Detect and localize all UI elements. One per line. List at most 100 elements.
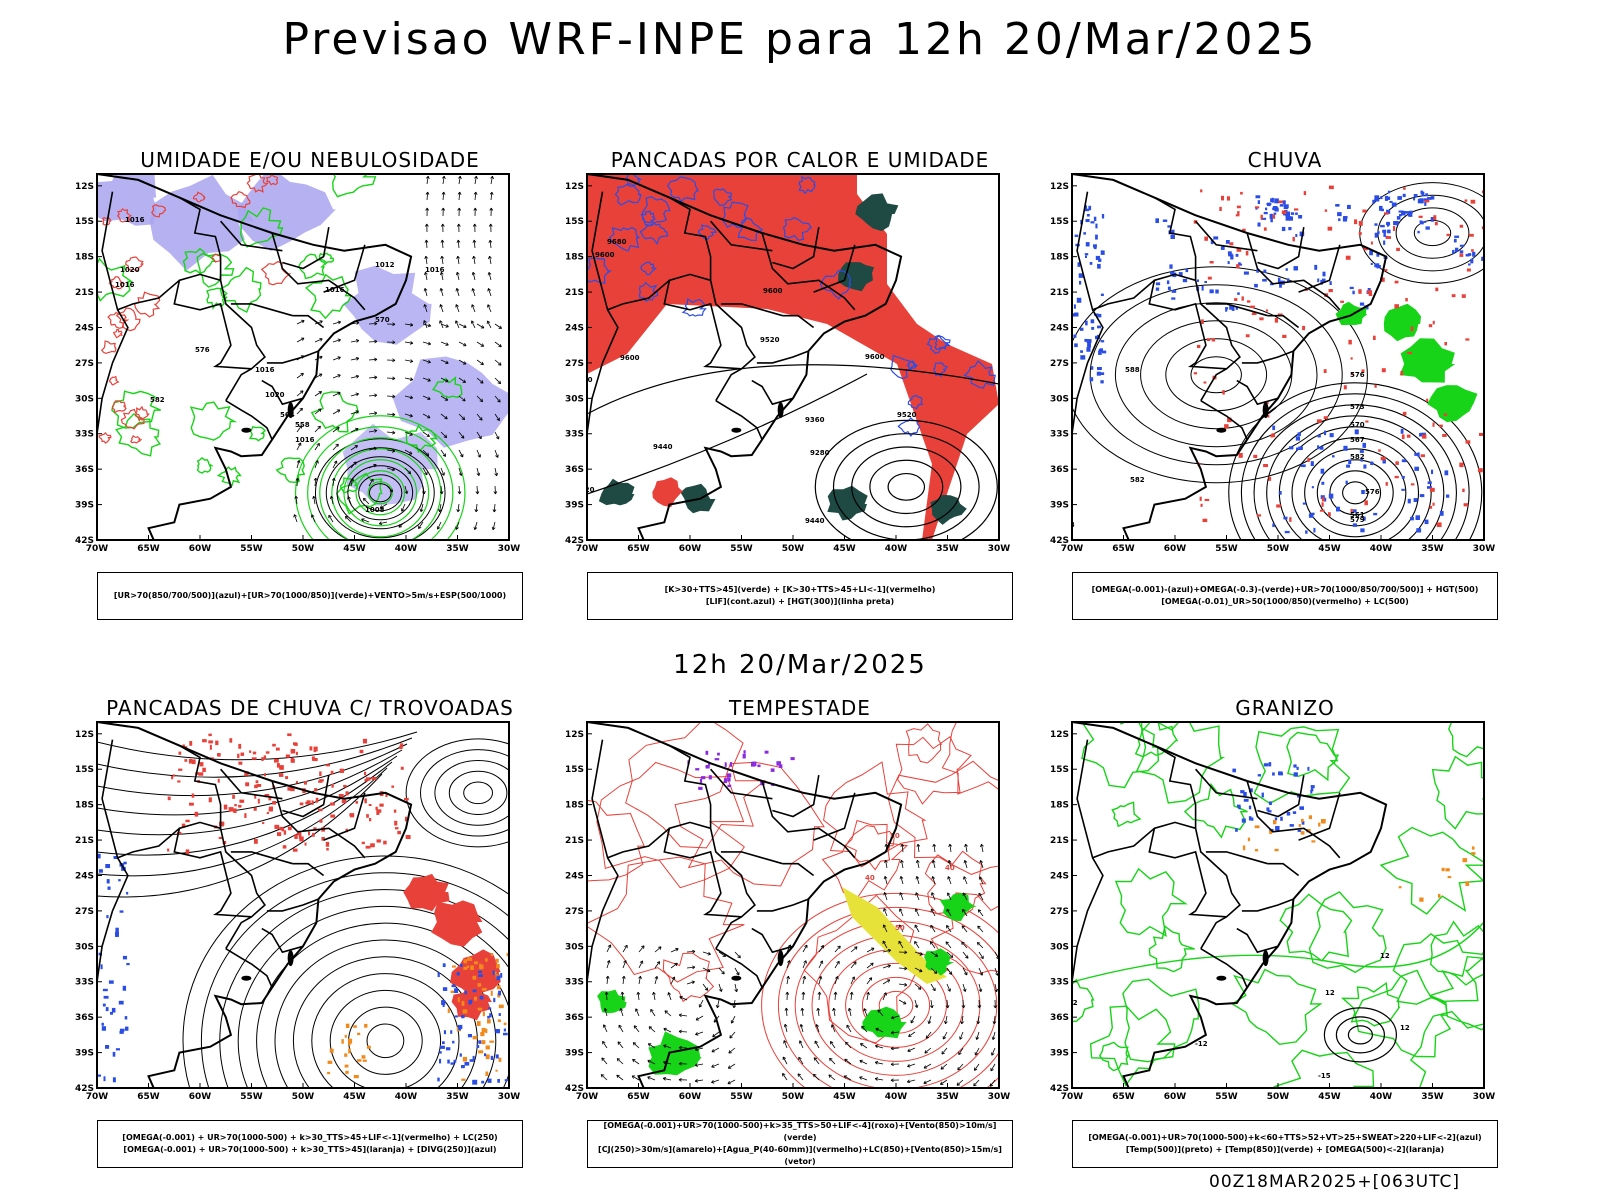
wind-vector [494, 485, 496, 495]
rain-area [1321, 502, 1324, 507]
thunderstorm-area [283, 830, 287, 835]
streamline [97, 749, 403, 816]
wind-vector [297, 442, 302, 446]
lon-label: 65W [137, 1092, 160, 1102]
lon-label: 40W [395, 544, 418, 554]
wind-vector [474, 509, 479, 513]
wind-vector [732, 1005, 737, 1009]
wind-vector [445, 360, 449, 365]
contour-label: 558 [1060, 521, 1075, 529]
divergence-area [439, 1051, 442, 1054]
rain-area [1407, 351, 1413, 355]
convection-area [348, 1048, 351, 1054]
streamline-850 [777, 906, 999, 1088]
omega-area [1328, 493, 1334, 499]
thunderstorm-area [319, 779, 324, 782]
lon-label: 55W [730, 1092, 753, 1102]
state-border [230, 851, 293, 865]
wind-vector [350, 445, 358, 451]
wind-vector [606, 960, 610, 969]
legend-line: [LIF](cont.azul) + [HGT(300)](linha pret… [705, 597, 895, 606]
wind-vector [603, 1024, 608, 1033]
contour-label: 9360 [805, 416, 825, 424]
thunderstorm-area [317, 808, 323, 812]
thunderstorm-area [287, 733, 292, 737]
wind-vector [786, 975, 790, 980]
wind-vector [386, 485, 393, 492]
wind-vector [898, 924, 903, 928]
wind-vector [295, 496, 298, 505]
humidity-contour [331, 174, 377, 198]
thunderstorm-area [376, 809, 382, 813]
divergence-area [115, 1048, 120, 1051]
omega-area [1423, 198, 1428, 202]
wind-vector [494, 359, 502, 366]
lifted-index-contour [640, 196, 671, 227]
wind-vector [711, 1079, 720, 1083]
wind-vector [601, 1057, 608, 1065]
wind-vector [350, 375, 359, 379]
wind-vector [711, 1064, 715, 1068]
wind-vector [398, 521, 406, 528]
omega-area [1369, 250, 1373, 256]
hail-area [1286, 811, 1291, 816]
state-border [761, 780, 856, 859]
streamline [237, 905, 509, 1088]
thunderstorm-area [315, 800, 319, 803]
hail-area [1299, 806, 1305, 810]
height-contour [1253, 404, 1457, 540]
wind-vector [440, 341, 449, 346]
divergence-area [487, 1015, 490, 1019]
jet-area [842, 887, 947, 984]
wind-vector [296, 320, 305, 325]
wind-vector [800, 1024, 804, 1033]
wind-vector [919, 968, 923, 973]
convection-area [462, 1056, 468, 1062]
wind-vector [814, 1040, 818, 1045]
omega-area [1320, 279, 1323, 285]
wind-vector [386, 377, 396, 379]
wind-vector [979, 972, 983, 976]
thunderstorm-area [349, 813, 355, 818]
thunderstorm-area [359, 749, 364, 754]
rain-area [1226, 196, 1230, 201]
wind-vector [834, 976, 838, 985]
omega-area [1182, 278, 1188, 283]
lon-label: 35W [446, 544, 469, 554]
wind-vector [914, 924, 918, 929]
wind-vector [293, 514, 297, 518]
hail-area [1297, 795, 1300, 798]
thunderstorm-area [299, 836, 304, 842]
divergence-area [105, 864, 111, 869]
lon-label: 45W [833, 1092, 856, 1102]
wind-vector [981, 844, 984, 853]
omega-area [1084, 205, 1088, 209]
lat-label: 15S [1050, 217, 1069, 227]
divergence-area [489, 1013, 492, 1018]
wind-vector [890, 1062, 894, 1067]
wind-vector [678, 1031, 688, 1033]
wind-vector [441, 191, 446, 195]
contour-label: 9440 [653, 443, 673, 451]
omega-area [1393, 221, 1398, 226]
temp500-contour [1323, 1007, 1397, 1063]
lifted-index-contour [608, 226, 641, 252]
omega-area [1387, 229, 1391, 234]
divergence-area [492, 970, 495, 975]
wind-vector [946, 983, 951, 992]
omega-area [1237, 292, 1240, 295]
thunderstorm-area [274, 758, 279, 763]
omega-area [1288, 227, 1292, 231]
streamline [366, 1023, 405, 1059]
divergence-area [107, 886, 111, 890]
omega-area [1407, 498, 1411, 504]
state-border [587, 857, 619, 1045]
wind-vector [350, 393, 359, 397]
thunderstorm-area [184, 759, 188, 762]
omega-area [1324, 497, 1327, 502]
wind-vector [927, 1020, 932, 1024]
wind-vector [718, 988, 723, 992]
wind-vector [631, 1075, 636, 1079]
rain-area [1382, 269, 1388, 272]
wind-vector [994, 988, 999, 993]
